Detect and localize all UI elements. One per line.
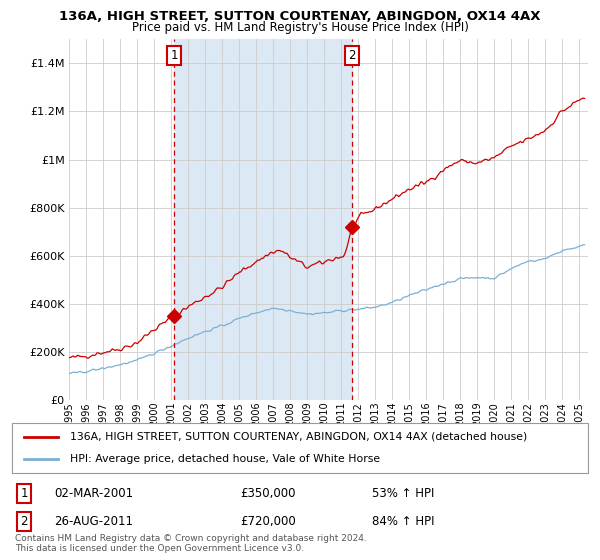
Text: 2: 2 <box>20 515 28 529</box>
Bar <box>174 39 352 400</box>
Text: Price paid vs. HM Land Registry's House Price Index (HPI): Price paid vs. HM Land Registry's House … <box>131 21 469 34</box>
FancyBboxPatch shape <box>12 423 588 473</box>
Text: 1: 1 <box>20 487 28 501</box>
Text: Contains HM Land Registry data © Crown copyright and database right 2024.
This d: Contains HM Land Registry data © Crown c… <box>15 534 367 553</box>
Text: 53% ↑ HPI: 53% ↑ HPI <box>372 487 434 501</box>
Text: 84% ↑ HPI: 84% ↑ HPI <box>372 515 434 529</box>
Text: 26-AUG-2011: 26-AUG-2011 <box>54 515 133 529</box>
Text: £720,000: £720,000 <box>240 515 296 529</box>
Text: 1: 1 <box>170 49 178 62</box>
Text: HPI: Average price, detached house, Vale of White Horse: HPI: Average price, detached house, Vale… <box>70 454 380 464</box>
Text: 136A, HIGH STREET, SUTTON COURTENAY, ABINGDON, OX14 4AX: 136A, HIGH STREET, SUTTON COURTENAY, ABI… <box>59 10 541 23</box>
Text: 02-MAR-2001: 02-MAR-2001 <box>54 487 133 501</box>
Text: 136A, HIGH STREET, SUTTON COURTENAY, ABINGDON, OX14 4AX (detached house): 136A, HIGH STREET, SUTTON COURTENAY, ABI… <box>70 432 527 442</box>
Text: £350,000: £350,000 <box>240 487 296 501</box>
Text: 2: 2 <box>349 49 356 62</box>
